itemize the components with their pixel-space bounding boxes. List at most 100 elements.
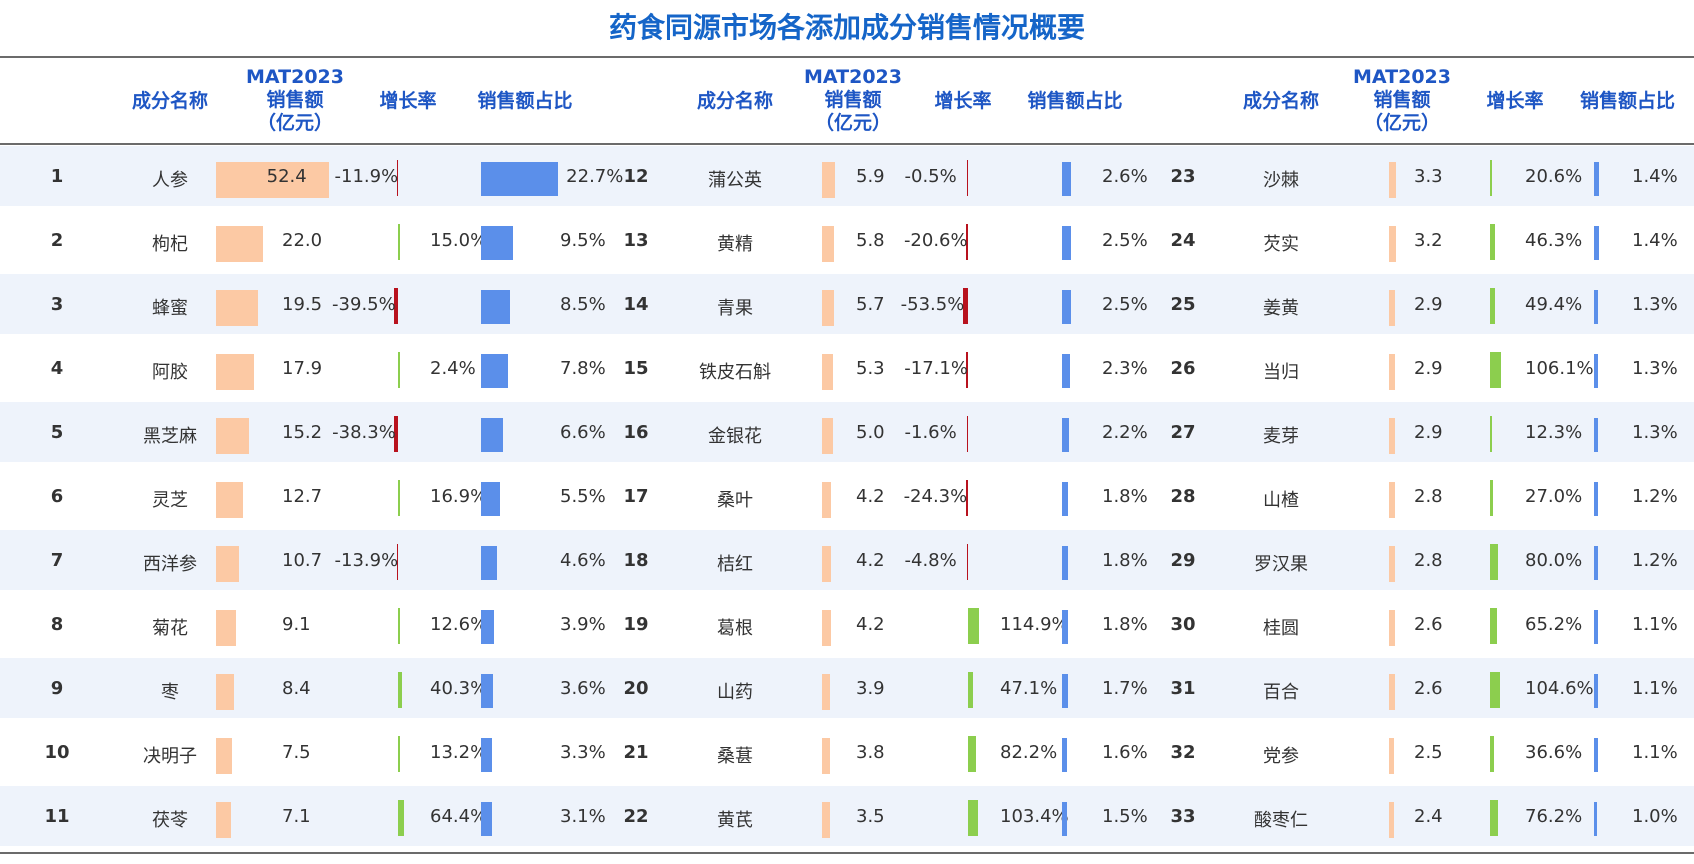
- sales-bar: [1389, 226, 1396, 262]
- growth-value-label: 16.9%: [430, 486, 488, 507]
- sales-bar: [1389, 482, 1396, 518]
- rank-label: 2: [50, 230, 64, 251]
- growth-value-label: -0.5%: [904, 166, 957, 187]
- sales-value-label: 4.2: [856, 614, 885, 635]
- ingredient-name: 金银花: [708, 426, 762, 447]
- row-stripe: [0, 658, 1694, 718]
- growth-value-label: 114.9%: [1000, 614, 1069, 635]
- growth-bar-negative: [394, 416, 398, 452]
- sales-value-label: 19.5: [282, 294, 323, 315]
- share-bar: [1062, 226, 1071, 260]
- ingredient-name: 黄精: [717, 234, 753, 255]
- share-value-label: 1.2%: [1632, 486, 1678, 507]
- share-value-label: 3.9%: [560, 614, 606, 635]
- rank-label: 15: [623, 358, 649, 379]
- sales-bar: [1389, 290, 1396, 326]
- share-bar: [481, 546, 497, 580]
- growth-bar-positive: [398, 608, 400, 644]
- header-mat-line1: MAT2023: [246, 66, 344, 88]
- sales-value-label: 22.0: [282, 230, 323, 251]
- growth-bar-positive: [398, 224, 400, 260]
- sales-value-label: 10.7: [282, 550, 323, 571]
- sales-value-label: 3.8: [856, 742, 885, 763]
- growth-value-label: -39.5%: [332, 294, 396, 315]
- share-bar: [481, 802, 492, 836]
- sales-bar: [1389, 738, 1395, 774]
- ingredient-name: 桔红: [717, 554, 753, 575]
- sales-value-label: 52.4: [266, 166, 307, 187]
- ingredient-name: 桑叶: [717, 490, 753, 511]
- growth-bar-positive: [398, 672, 403, 708]
- growth-value-label: 2.4%: [430, 358, 476, 379]
- growth-value-label: 65.2%: [1525, 614, 1583, 635]
- growth-value-label: 27.0%: [1525, 486, 1583, 507]
- ingredient-name: 姜黄: [1263, 298, 1299, 319]
- rank-label: 29: [1170, 550, 1196, 571]
- share-value-label: 1.0%: [1632, 806, 1678, 827]
- share-bar: [481, 674, 494, 708]
- header-mat-line3: （亿元）: [1363, 112, 1440, 134]
- ingredient-name: 麦芽: [1263, 426, 1299, 447]
- sales-bar: [216, 674, 235, 710]
- ingredient-name: 决明子: [143, 746, 197, 767]
- sales-value-label: 7.5: [282, 742, 311, 763]
- growth-bar-positive: [398, 800, 405, 836]
- rank-label: 24: [1170, 230, 1196, 251]
- sales-bar: [216, 738, 233, 774]
- sales-bar: [822, 482, 832, 518]
- share-bar: [481, 418, 504, 452]
- growth-bar-negative: [966, 160, 968, 196]
- sales-value-label: 2.6: [1414, 678, 1443, 699]
- sales-bar: [1389, 674, 1395, 710]
- sales-bar: [822, 354, 834, 390]
- growth-value-label: 76.2%: [1525, 806, 1583, 827]
- growth-value-label: 103.4%: [1000, 806, 1069, 827]
- sales-bar: [216, 354, 255, 390]
- sales-value-label: 3.5: [856, 806, 885, 827]
- ingredient-name: 桂圆: [1263, 618, 1299, 639]
- sales-value-label: 2.9: [1414, 422, 1443, 443]
- rank-label: 18: [623, 550, 649, 571]
- growth-value-label: -1.6%: [904, 422, 957, 443]
- sales-value-label: 2.9: [1414, 358, 1443, 379]
- sales-value-label: 5.7: [856, 294, 885, 315]
- rank-label: 31: [1170, 678, 1196, 699]
- share-bar: [1594, 418, 1599, 452]
- ingredient-name: 人参: [152, 170, 188, 191]
- growth-bar-positive: [1490, 224, 1495, 260]
- rank-label: 3: [50, 294, 64, 315]
- share-value-label: 3.6%: [560, 678, 606, 699]
- rank-label: 9: [50, 678, 64, 699]
- sales-value-label: 5.8: [856, 230, 885, 251]
- growth-bar-positive: [1490, 480, 1493, 516]
- ingredient-name: 蜂蜜: [152, 298, 188, 319]
- growth-value-label: -4.8%: [904, 550, 957, 571]
- rank-label: 1: [50, 166, 64, 187]
- header-mat-line3: （亿元）: [814, 112, 891, 134]
- ingredient-name: 蒲公英: [708, 170, 762, 191]
- chart-title: 药食同源市场各添加成分销售情况概要: [608, 11, 1085, 44]
- header-mat-line1: MAT2023: [1353, 66, 1451, 88]
- share-value-label: 1.8%: [1102, 486, 1148, 507]
- sales-value-label: 17.9: [282, 358, 323, 379]
- sales-value-label: 9.1: [282, 614, 311, 635]
- sales-value-label: 12.7: [282, 486, 323, 507]
- sales-bar: [822, 674, 831, 710]
- sales-value-label: 3.9: [856, 678, 885, 699]
- share-bar: [481, 290, 510, 324]
- share-value-label: 7.8%: [560, 358, 606, 379]
- growth-bar-positive: [968, 736, 977, 772]
- sales-value-label: 3.3: [1414, 166, 1443, 187]
- share-bar: [1062, 738, 1068, 772]
- ingredient-name: 罗汉果: [1254, 554, 1308, 575]
- rank-label: 11: [44, 806, 70, 827]
- header-mat-line1: MAT2023: [804, 66, 902, 88]
- share-value-label: 1.8%: [1102, 550, 1148, 571]
- sales-value-label: 4.2: [856, 486, 885, 507]
- header-growth-col: 增长率: [379, 90, 437, 112]
- growth-bar-positive: [968, 608, 980, 644]
- sales-value-label: 2.5: [1414, 742, 1443, 763]
- share-bar: [1062, 482, 1069, 516]
- sales-value-label: 4.2: [856, 550, 885, 571]
- share-bar: [1594, 546, 1599, 580]
